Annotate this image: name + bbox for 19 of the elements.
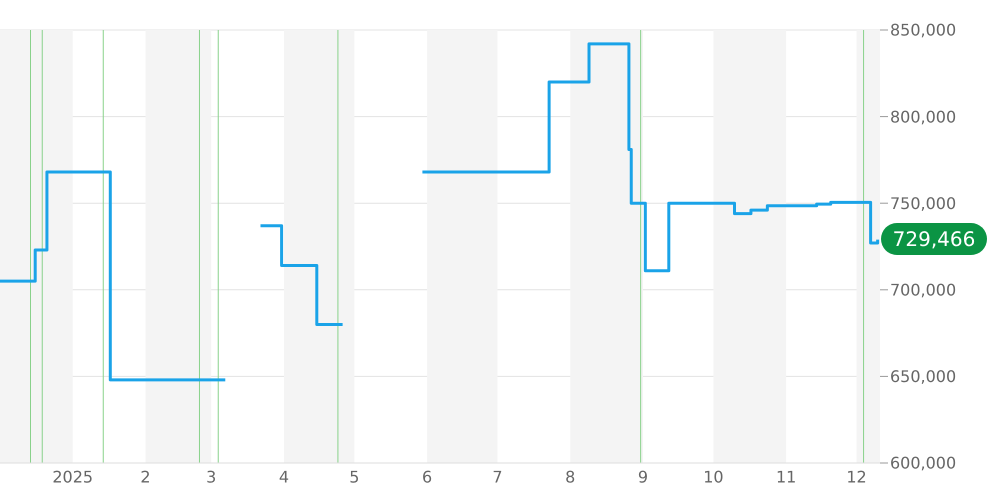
x-tick-label: 8 xyxy=(565,467,576,486)
x-tick-label: 2025 xyxy=(52,467,94,486)
x-tick-label: 2 xyxy=(140,467,151,486)
y-tick-label: 650,000 xyxy=(890,367,956,386)
x-tick-label: 11 xyxy=(776,467,796,486)
x-tick-label: 10 xyxy=(703,467,724,486)
y-tick-label: 800,000 xyxy=(890,107,956,126)
x-tick-label: 5 xyxy=(349,467,360,486)
y-tick-label: 600,000 xyxy=(890,454,956,473)
x-tick-label: 9 xyxy=(638,467,648,486)
annotation: 729,466 xyxy=(880,222,988,255)
x-tick-label: 12 xyxy=(846,467,867,486)
x-tick-label: 3 xyxy=(206,467,216,486)
y-tick-label: 700,000 xyxy=(890,280,956,300)
x-tick-label: 6 xyxy=(422,467,432,486)
y-tick-label: 750,000 xyxy=(890,194,956,213)
y-tick-label: 850,000 xyxy=(890,20,956,40)
x-tick-label: 4 xyxy=(278,467,290,486)
x-tick-label: 7 xyxy=(492,467,503,486)
